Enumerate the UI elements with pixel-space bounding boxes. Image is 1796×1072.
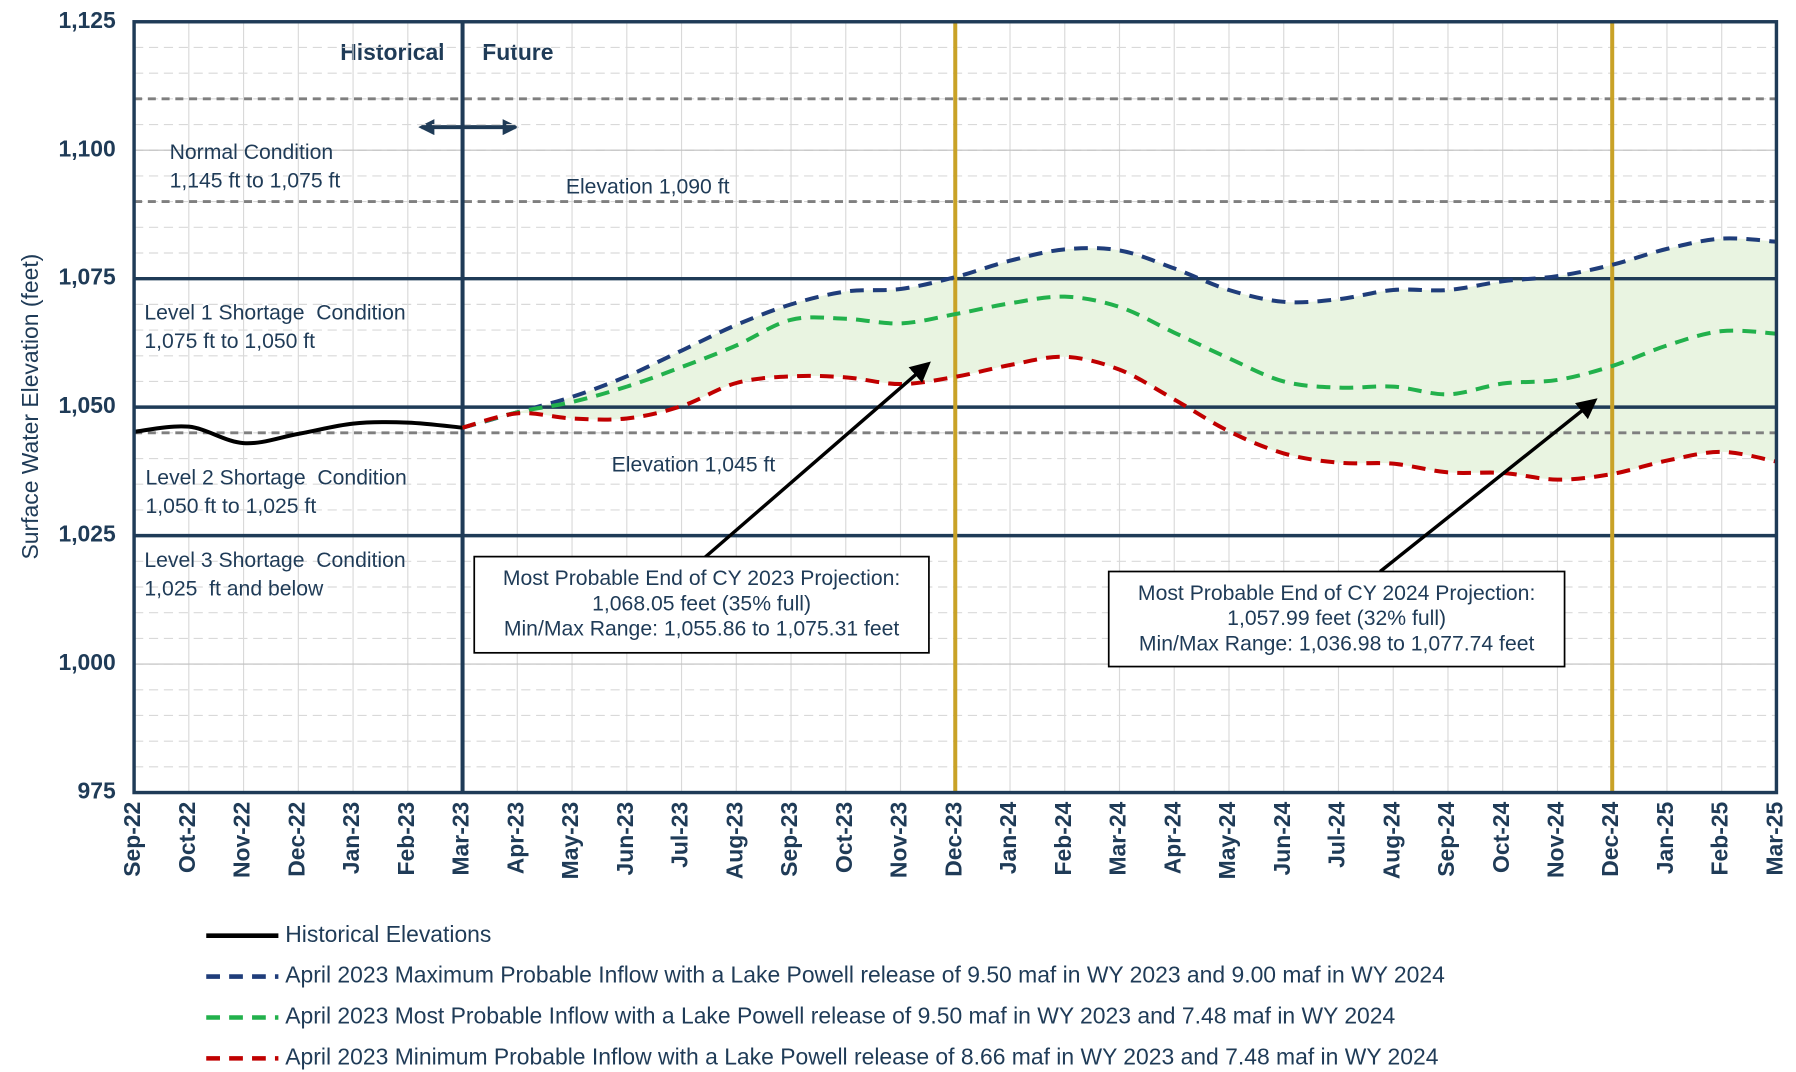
y-tick-label: 1,100 bbox=[58, 135, 115, 161]
x-tick-label: Feb-23 bbox=[393, 802, 419, 876]
callout-text: Most Probable End of CY 2024 Projection: bbox=[1138, 582, 1535, 605]
x-tick-label: Mar-24 bbox=[1105, 801, 1131, 875]
callout-text: Min/Max Range: 1,036.98 to 1,077.74 feet bbox=[1139, 632, 1535, 655]
callout-text: Min/Max Range: 1,055.86 to 1,075.31 feet bbox=[504, 618, 900, 641]
x-tick-label: Dec-24 bbox=[1597, 801, 1623, 876]
y-tick-label: 1,050 bbox=[58, 392, 115, 418]
x-tick-label: Nov-24 bbox=[1543, 801, 1569, 878]
x-tick-label: May-23 bbox=[557, 802, 583, 880]
x-tick-label: Apr-23 bbox=[502, 802, 528, 875]
series-line bbox=[462, 354, 1777, 482]
y-tick-label: 1,075 bbox=[58, 264, 116, 290]
zone-name: Level 1 Shortage Condition bbox=[144, 301, 405, 324]
callout-text: 1,068.05 feet (35% full) bbox=[592, 592, 811, 615]
range-band bbox=[462, 238, 1777, 480]
callout-box bbox=[1107, 570, 1566, 668]
series-line bbox=[133, 420, 463, 446]
x-tick-label: Aug-24 bbox=[1378, 801, 1404, 879]
legend-label: April 2023 Minimum Probable Inflow with … bbox=[285, 1043, 1438, 1069]
x-tick-label: Nov-23 bbox=[886, 802, 912, 878]
x-tick-label: Feb-25 bbox=[1707, 801, 1733, 875]
x-tick-label: Mar-23 bbox=[448, 802, 474, 876]
plot-border bbox=[132, 20, 1779, 795]
x-tick-label: Jun-24 bbox=[1269, 801, 1295, 875]
x-tick-label: Sep-24 bbox=[1433, 801, 1459, 876]
x-tick-label: Jun-23 bbox=[612, 802, 638, 876]
legend-label: Historical Elevations bbox=[285, 921, 491, 947]
callout-text: Most Probable End of CY 2023 Projection: bbox=[503, 567, 900, 590]
reference-label: Elevation 1,045 ft bbox=[612, 454, 776, 477]
y-tick-label: 975 bbox=[78, 778, 116, 804]
zone-range: 1,145 ft to 1,075 ft bbox=[170, 170, 341, 193]
zone-range: 1,050 ft to 1,025 ft bbox=[146, 495, 317, 518]
x-tick-label: Dec-22 bbox=[283, 802, 309, 877]
y-tick-label: 1,000 bbox=[58, 649, 115, 675]
callout-arrow bbox=[703, 361, 931, 560]
x-tick-label: Jan-25 bbox=[1652, 801, 1678, 874]
x-tick-label: Nov-22 bbox=[229, 802, 255, 878]
y-tick-label: 1,025 bbox=[58, 521, 116, 547]
reference-label: Elevation 1,090 ft bbox=[566, 175, 730, 198]
x-tick-label: Jul-24 bbox=[1324, 801, 1350, 867]
x-tick-label: Apr-24 bbox=[1159, 801, 1185, 874]
x-tick-label: Oct-22 bbox=[174, 802, 200, 873]
x-tick-label: Jul-23 bbox=[667, 802, 693, 868]
zone-range: 1,025 ft and below bbox=[144, 577, 324, 600]
x-tick-label: Dec-23 bbox=[940, 802, 966, 877]
y-tick-label: 1,125 bbox=[58, 7, 116, 33]
zone-name: Normal Condition bbox=[170, 141, 334, 164]
legend-label: April 2023 Maximum Probable Inflow with … bbox=[285, 962, 1445, 988]
zone-name: Level 2 Shortage Condition bbox=[146, 466, 407, 489]
callout-box bbox=[473, 555, 930, 654]
series-line bbox=[462, 236, 1777, 430]
x-tick-label: Sep-22 bbox=[119, 802, 145, 877]
x-tick-label: Feb-24 bbox=[1050, 801, 1076, 875]
callout-arrow bbox=[1379, 398, 1598, 573]
callout-text: 1,057.99 feet (32% full) bbox=[1227, 607, 1446, 630]
x-tick-label: May-24 bbox=[1214, 801, 1240, 879]
legend-label: April 2023 Most Probable Inflow with a L… bbox=[285, 1003, 1395, 1029]
x-tick-label: Aug-23 bbox=[721, 802, 747, 880]
x-tick-label: Jan-23 bbox=[338, 802, 364, 875]
zone-range: 1,075 ft to 1,050 ft bbox=[144, 330, 315, 353]
y-axis-label: Surface Water Elevation (feet) bbox=[17, 254, 43, 560]
x-tick-label: Jan-24 bbox=[995, 801, 1021, 874]
zone-name: Level 3 Shortage Condition bbox=[144, 549, 405, 572]
period-label: Historical bbox=[340, 39, 444, 65]
x-tick-label: Sep-23 bbox=[776, 802, 802, 877]
x-tick-label: Oct-24 bbox=[1488, 801, 1514, 873]
series-line bbox=[462, 294, 1777, 430]
x-tick-label: Oct-23 bbox=[831, 802, 857, 873]
x-tick-label: Mar-25 bbox=[1761, 801, 1787, 875]
